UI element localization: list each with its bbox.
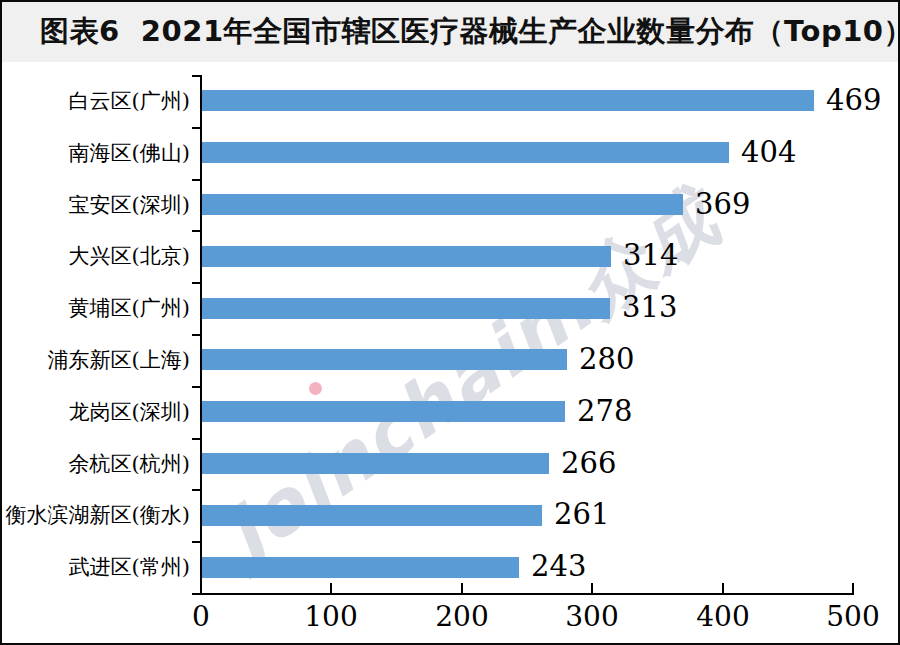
x-axis-tick-label: 100 [304, 600, 357, 633]
bar [202, 453, 549, 474]
x-axis-tick [591, 583, 593, 593]
bar [202, 557, 519, 578]
category-label: 南海区(佛山) [2, 139, 190, 167]
bar [202, 90, 814, 111]
value-label: 280 [579, 342, 634, 376]
y-axis-tick [192, 334, 200, 336]
plot-area: Joinchain.众成 0100200300400500白云区(广州)469南… [2, 62, 898, 643]
value-label: 261 [554, 498, 609, 532]
y-axis-tick [192, 386, 200, 388]
value-label: 278 [577, 394, 632, 428]
value-label: 243 [531, 549, 586, 583]
x-axis-tick [852, 583, 854, 593]
chart-title: 图表6 2021年全国市辖区医疗器械生产企业数量分布（Top10） [40, 12, 900, 52]
y-axis-tick [192, 75, 200, 77]
category-label: 大兴区(北京) [2, 242, 190, 270]
value-label: 369 [695, 187, 750, 221]
y-axis-tick [192, 127, 200, 129]
x-axis-line [200, 593, 854, 595]
value-label: 266 [561, 446, 616, 480]
x-axis-tick-label: 500 [826, 600, 879, 633]
x-axis-tick [330, 583, 332, 593]
y-axis-tick [192, 438, 200, 440]
y-axis-tick [192, 282, 200, 284]
bar [202, 298, 610, 319]
y-axis-tick [192, 230, 200, 232]
y-axis-tick [192, 593, 200, 595]
y-axis-tick [192, 541, 200, 543]
x-axis-tick-label: 200 [435, 600, 488, 633]
watermark-dot [309, 382, 322, 395]
x-axis-tick [722, 583, 724, 593]
category-label: 余杭区(杭州) [2, 450, 190, 478]
category-label: 浦东新区(上海) [2, 346, 190, 374]
category-label: 龙岗区(深圳) [2, 398, 190, 426]
chart-figure: 图表6 2021年全国市辖区医疗器械生产企业数量分布（Top10） Joinch… [0, 0, 900, 645]
x-axis-tick-label: 0 [192, 600, 210, 633]
category-label: 黄埔区(广州) [2, 294, 190, 322]
x-axis-tick-label: 400 [696, 600, 749, 633]
value-label: 469 [826, 83, 881, 117]
x-axis-tick [461, 583, 463, 593]
bar [202, 246, 611, 267]
value-label: 314 [623, 239, 678, 273]
y-axis-tick [192, 489, 200, 491]
category-label: 武进区(常州) [2, 553, 190, 581]
y-axis-line [200, 75, 202, 595]
value-label: 404 [741, 135, 796, 169]
x-axis-tick-label: 300 [565, 600, 618, 633]
chart-title-bar: 图表6 2021年全国市辖区医疗器械生产企业数量分布（Top10） [2, 2, 898, 62]
category-label: 衡水滨湖新区(衡水) [2, 501, 190, 529]
bar [202, 142, 729, 163]
bar [202, 349, 567, 370]
y-axis-tick [192, 179, 200, 181]
category-label: 宝安区(深圳) [2, 191, 190, 219]
value-label: 313 [622, 290, 677, 324]
category-label: 白云区(广州) [2, 87, 190, 115]
bar [202, 505, 542, 526]
bar [202, 194, 683, 215]
bar [202, 401, 565, 422]
